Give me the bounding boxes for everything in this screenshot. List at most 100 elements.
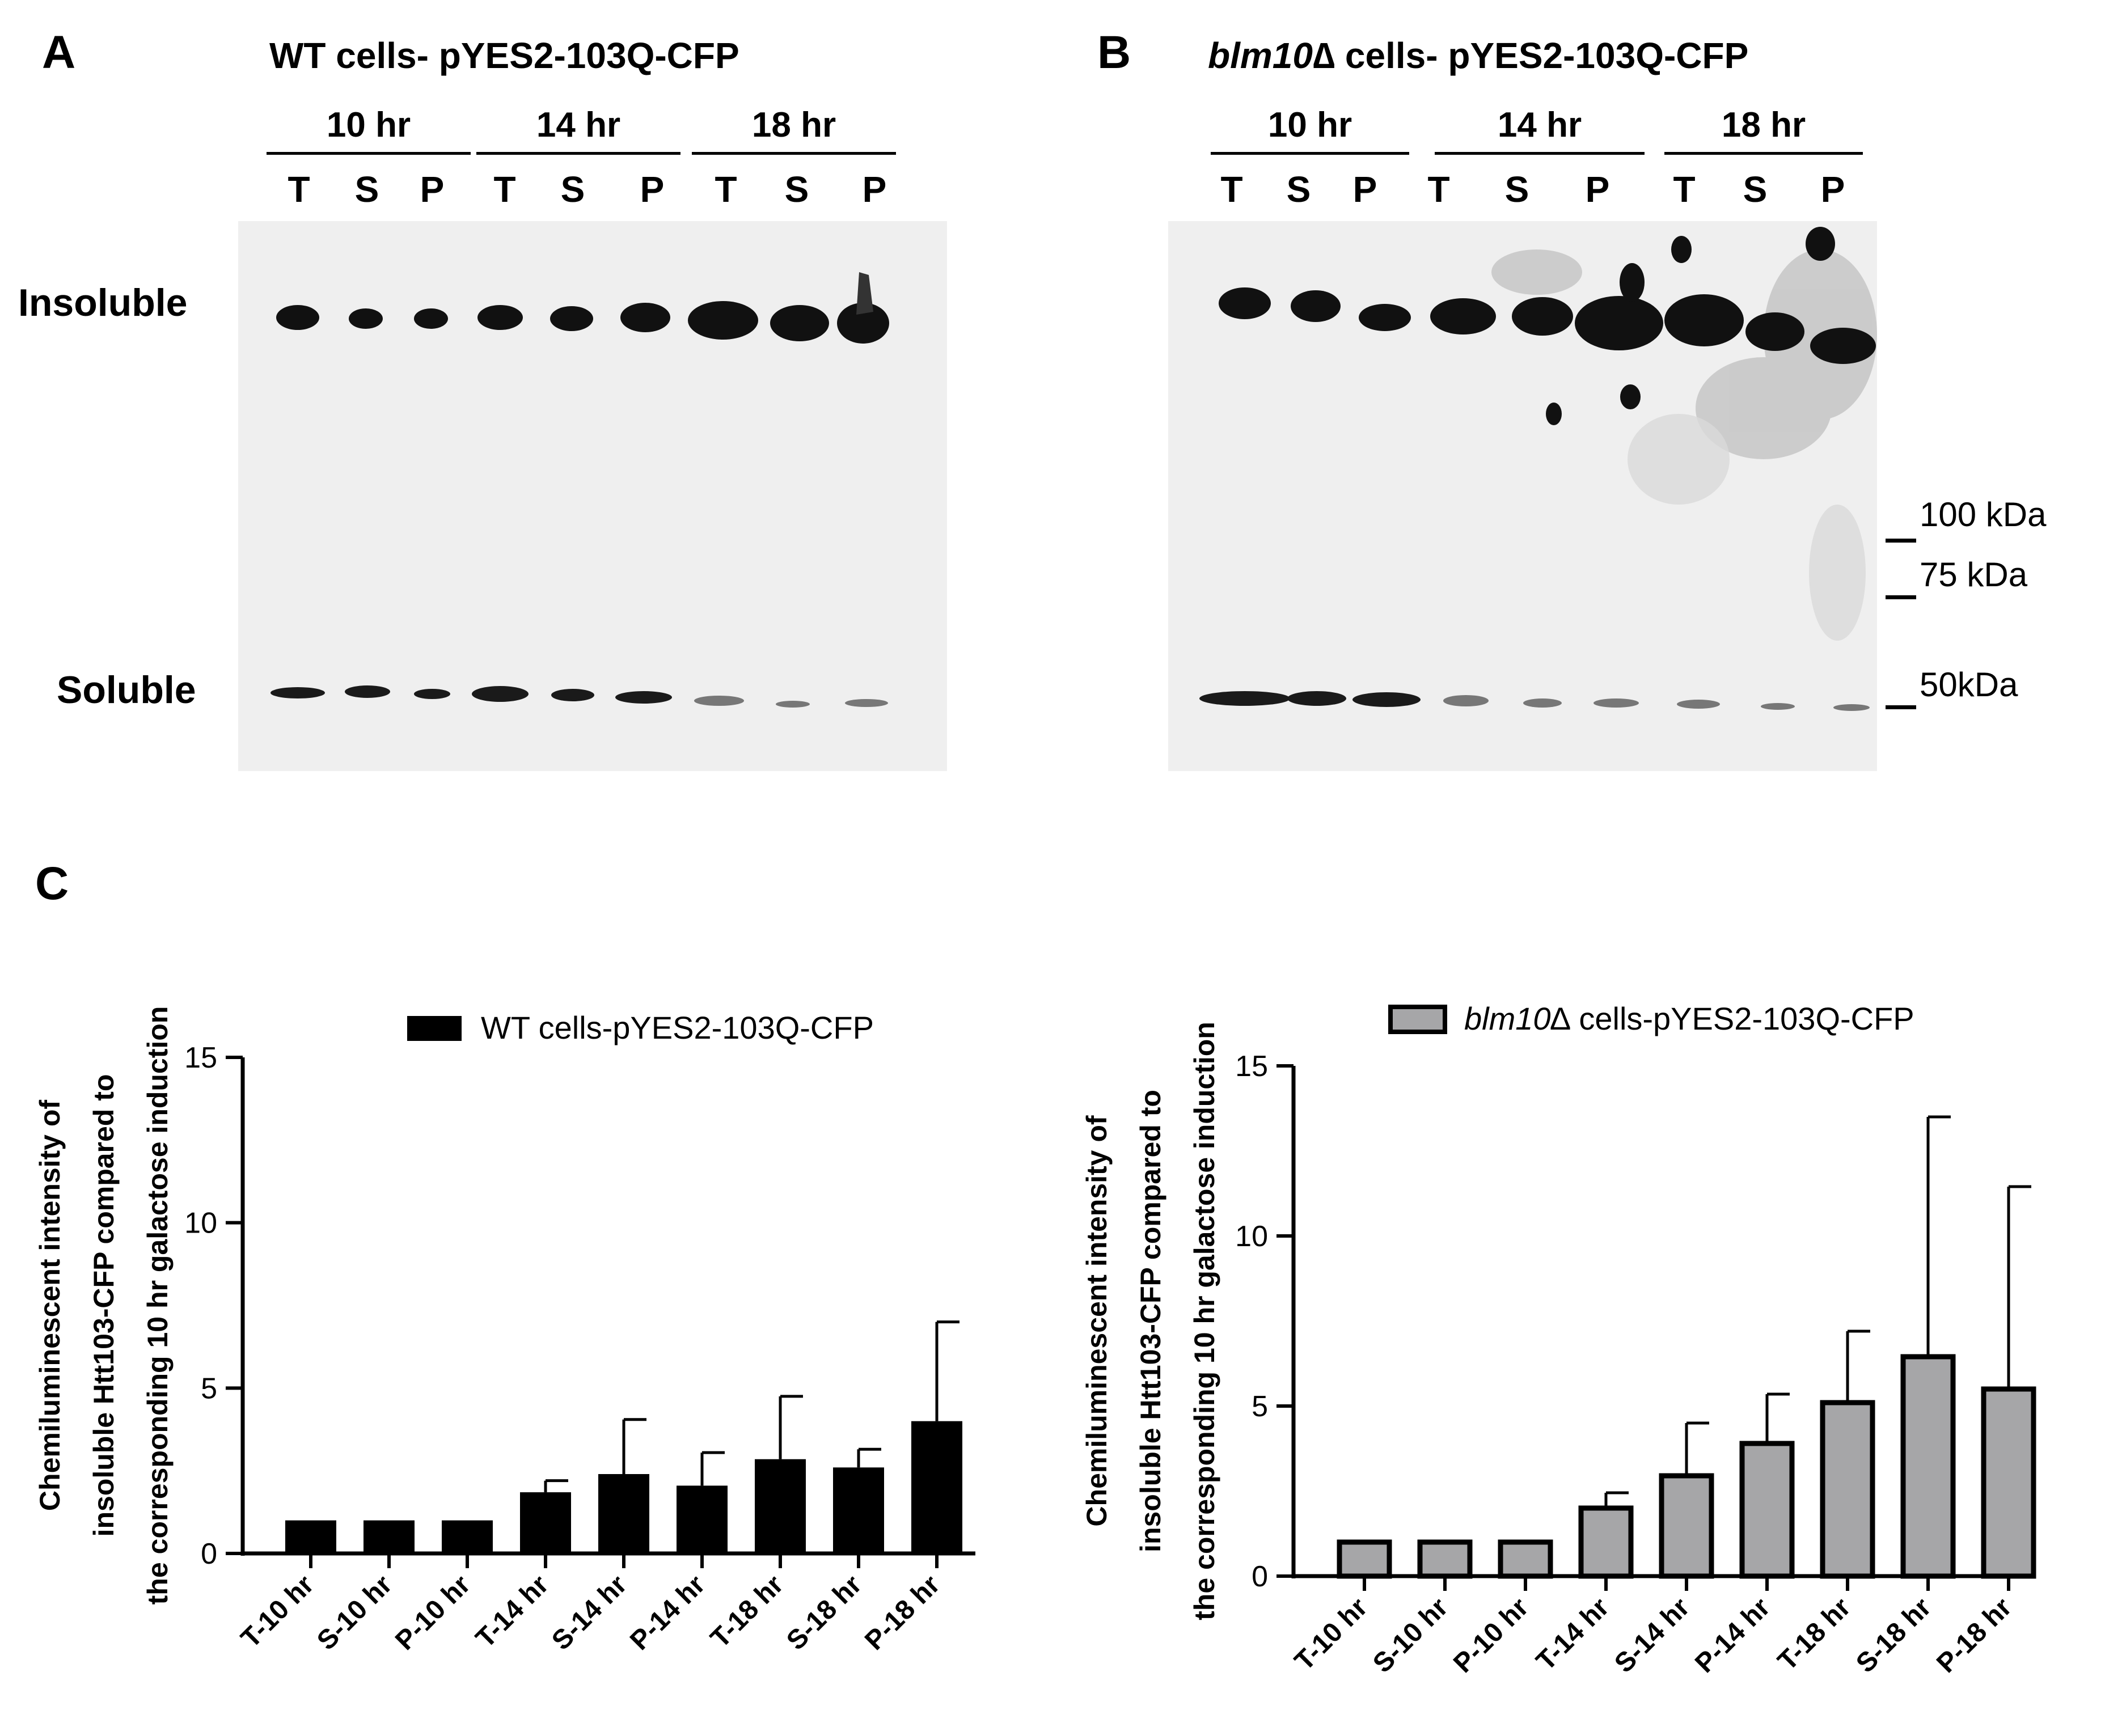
timepoint-underline xyxy=(1435,152,1645,155)
insoluble-band xyxy=(837,303,889,344)
y-axis-label: Chemiluminescent intensity of xyxy=(34,1100,66,1511)
y-axis-label: insoluble Htt103-CFP compared to xyxy=(88,1074,120,1537)
western-blot-b xyxy=(1168,221,1877,771)
background-smear xyxy=(1628,414,1730,505)
bar xyxy=(1498,1539,1553,1579)
blot-a-lane-label: T xyxy=(715,169,737,210)
insoluble-band xyxy=(1664,294,1744,346)
y-axis-label: Chemiluminescent intensity of xyxy=(1081,1115,1113,1526)
blot-b-timepoint: 18 hr xyxy=(1721,105,1806,145)
bar xyxy=(442,1520,493,1553)
bar xyxy=(755,1459,806,1553)
blot-b-lane-label: T xyxy=(1220,169,1243,210)
soluble-band xyxy=(551,689,594,701)
x-tick-label: P-18 hr xyxy=(859,1569,946,1656)
insoluble-band xyxy=(550,306,593,331)
y-tick-label: 15 xyxy=(1235,1050,1268,1083)
bar xyxy=(1337,1539,1392,1579)
soluble-band xyxy=(1833,704,1870,711)
blot-b-lane-label: S xyxy=(1743,169,1768,210)
blot-a-timepoint: 18 hr xyxy=(751,105,836,145)
y-tick-label: 10 xyxy=(184,1207,217,1240)
legend-swatch xyxy=(407,1016,462,1041)
blot-a-timepoint: 10 hr xyxy=(326,105,411,145)
x-tick-label: S-10 hr xyxy=(1367,1592,1454,1679)
smear xyxy=(856,272,873,315)
background-smear xyxy=(1809,505,1866,641)
y-axis-label: the corresponding 10 hr galactose induct… xyxy=(1189,1022,1220,1620)
soluble-band xyxy=(414,689,450,699)
soluble-band xyxy=(1593,698,1639,708)
x-tick-label: P-18 hr xyxy=(1931,1592,2018,1679)
blot-b-title-delta: ∆ xyxy=(1312,35,1335,76)
legend-label: WT cells-pYES2-103Q-CFP xyxy=(481,1010,874,1045)
blot-b-lane-label: P xyxy=(1820,169,1845,210)
blot-b-lane-label: T xyxy=(1673,169,1696,210)
blot-a-lane-label: P xyxy=(420,169,445,210)
insoluble-band xyxy=(414,308,448,329)
soluble-band xyxy=(345,685,390,698)
bar xyxy=(1578,1505,1634,1579)
insoluble-band xyxy=(477,305,523,330)
soluble-band xyxy=(1523,698,1562,708)
insoluble-band xyxy=(1745,312,1804,351)
insoluble-band xyxy=(349,308,383,329)
bar xyxy=(1981,1386,2036,1579)
x-tick-label: S-18 hr xyxy=(781,1569,868,1656)
blot-b-title-gene: blm10 xyxy=(1208,35,1313,76)
blot-a-lane-label: S xyxy=(560,169,585,210)
mw-marker-label: 100 kDa xyxy=(1920,496,2047,533)
background-smear xyxy=(1696,357,1832,459)
blot-b-lane-label: T xyxy=(1427,169,1450,210)
soluble-band-label: Soluble xyxy=(57,668,196,712)
blot-b-title-rest: cells- pYES2-103Q-CFP xyxy=(1335,35,1749,76)
insoluble-band xyxy=(1359,304,1411,331)
x-tick-label: T-18 hr xyxy=(1772,1592,1857,1676)
bar xyxy=(1659,1473,1714,1579)
timepoint-underline xyxy=(267,152,471,155)
x-tick-label: T-10 hr xyxy=(235,1569,320,1654)
panel-label-b: B xyxy=(1097,27,1131,78)
y-tick-label: 5 xyxy=(201,1372,217,1405)
timepoint-underline xyxy=(476,152,680,155)
y-tick-label: 0 xyxy=(1252,1560,1268,1593)
blot-a-lane-label: T xyxy=(493,169,516,210)
soluble-band xyxy=(472,686,529,702)
blot-a-timepoint: 14 hr xyxy=(536,105,621,145)
bar xyxy=(1417,1539,1473,1579)
insoluble-band xyxy=(1575,296,1663,350)
soluble-band xyxy=(776,701,810,708)
bar xyxy=(285,1520,336,1553)
y-axis-label: insoluble Htt103-CFP compared to xyxy=(1135,1090,1166,1552)
soluble-band xyxy=(1761,703,1795,710)
smear xyxy=(1671,236,1692,263)
soluble-band xyxy=(1677,700,1720,709)
soluble-band xyxy=(615,691,672,704)
bar xyxy=(1739,1441,1795,1579)
insoluble-band-label: Insoluble xyxy=(18,281,188,324)
x-tick-label: T-10 hr xyxy=(1289,1592,1373,1676)
mw-marker-tick xyxy=(1886,539,1916,543)
blot-a-title: WT cells- pYES2-103Q-CFP xyxy=(269,35,739,76)
x-tick-label: S-14 hr xyxy=(546,1569,633,1656)
insoluble-band xyxy=(1291,290,1341,322)
x-tick-label: S-14 hr xyxy=(1609,1592,1696,1679)
soluble-band xyxy=(694,696,744,706)
soluble-band xyxy=(1352,692,1421,707)
timepoint-underline xyxy=(1664,152,1863,155)
smear xyxy=(1546,403,1562,425)
timepoint-underline xyxy=(692,152,896,155)
x-tick-label: T-18 hr xyxy=(705,1569,789,1654)
soluble-band xyxy=(845,699,888,707)
western-blot-a xyxy=(238,221,947,771)
bar-chart-blm10: Chemiluminescent intensity of insoluble H… xyxy=(1081,1001,2036,1679)
legend-label: blm10∆ cells-pYES2-103Q-CFP xyxy=(1464,1001,1914,1036)
blot-a-lane-label: P xyxy=(862,169,887,210)
bar xyxy=(1820,1400,1875,1579)
insoluble-band xyxy=(770,305,829,341)
bar xyxy=(1900,1354,1956,1579)
bar xyxy=(911,1421,962,1553)
insoluble-band xyxy=(1219,287,1271,319)
soluble-band xyxy=(270,687,325,698)
soluble-band xyxy=(1443,695,1489,706)
